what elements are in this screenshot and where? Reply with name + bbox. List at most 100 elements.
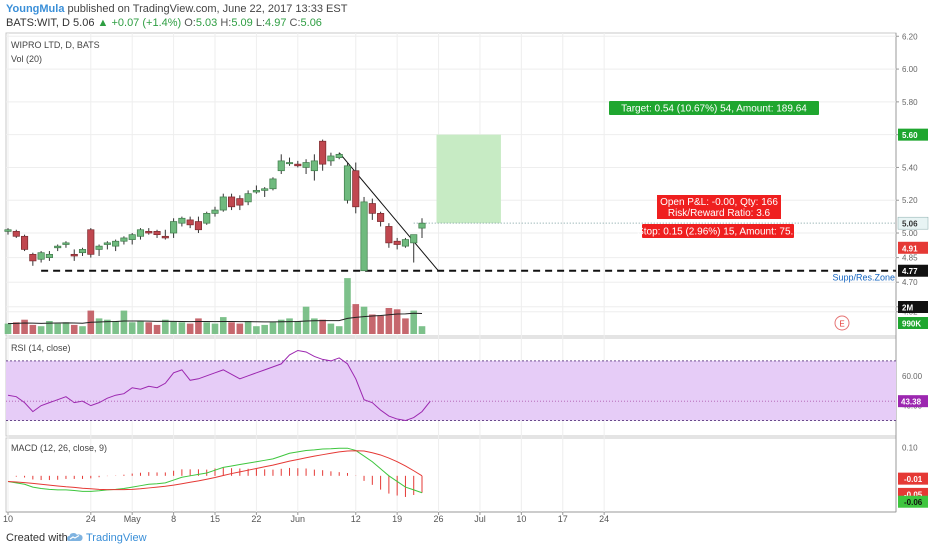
candle-body xyxy=(261,188,269,191)
volume-bar xyxy=(219,317,227,334)
volume-label: Vol (20) xyxy=(11,54,42,64)
footer: Created with TradingView xyxy=(0,526,932,550)
price-tag-text: 4.91 xyxy=(902,244,918,253)
volume-bar xyxy=(335,326,343,334)
volume-bar xyxy=(269,322,277,334)
macd-last-tag-text: -0.05 xyxy=(904,490,923,499)
volume-bar xyxy=(344,278,351,334)
volume-bar xyxy=(4,323,12,334)
candle-body xyxy=(211,209,219,214)
rsi-last-tag-text: 43.38 xyxy=(901,398,922,407)
y-tick-label: 6.20 xyxy=(902,32,918,41)
price-tag-text: 5.06 xyxy=(902,220,918,229)
candle-body xyxy=(194,221,202,231)
x-tick-label: 8 xyxy=(171,514,176,524)
y-tick-label: 6.00 xyxy=(902,65,918,74)
candle-body xyxy=(269,178,277,190)
candle-body xyxy=(54,245,62,249)
x-tick-label: 10 xyxy=(516,514,526,524)
volume-bar xyxy=(286,318,293,334)
target-label: Target: 0.54 (10.67%) 54, Amount: 189.64 xyxy=(609,101,819,115)
rsi-last-tag xyxy=(898,395,928,408)
candle-body xyxy=(377,212,385,222)
pnl-text: Open P&L: -0.00, Qty: 166 xyxy=(660,197,778,208)
volume-bar xyxy=(236,323,244,334)
signal-line xyxy=(7,450,423,491)
y-tick-label: 5.20 xyxy=(902,196,918,205)
volume-bar xyxy=(352,304,360,334)
x-tick-label: 22 xyxy=(251,514,261,524)
candle-body xyxy=(343,165,352,201)
x-tick-label: 24 xyxy=(599,514,609,524)
candle-body xyxy=(120,237,128,242)
y-tick-label: 5.40 xyxy=(902,163,918,172)
volume-bar xyxy=(79,326,86,334)
up-arrow-icon: ▲ xyxy=(97,17,109,29)
candle-body xyxy=(277,160,285,172)
volume-bar xyxy=(162,319,169,334)
volume-bar xyxy=(178,322,186,334)
candle-body xyxy=(70,253,78,257)
volume-bar xyxy=(104,319,111,334)
volume-bar xyxy=(186,323,194,334)
volume-tag-text: 2M xyxy=(902,304,913,313)
rsi-title: RSI (14, close) xyxy=(11,343,71,353)
candle-body xyxy=(401,239,409,247)
volume-bar xyxy=(29,324,37,334)
price-tag xyxy=(898,241,928,254)
candle-body xyxy=(87,229,95,255)
candle-body xyxy=(418,222,426,229)
candle-body xyxy=(410,234,418,244)
candle-body xyxy=(203,212,211,224)
author-link[interactable]: YoungMula xyxy=(6,3,65,15)
candle-body xyxy=(136,229,145,237)
volume-bar xyxy=(418,326,426,334)
x-tick-label: May xyxy=(124,514,142,524)
volume-bar xyxy=(112,321,119,334)
candle-body xyxy=(244,193,252,203)
volume-bar xyxy=(311,318,318,334)
main-chart-title: WIPRO LTD, D, BATS xyxy=(11,40,100,50)
candle-body xyxy=(161,235,169,239)
candle-body xyxy=(4,229,12,232)
x-tick-label: 15 xyxy=(210,514,220,524)
candle-body xyxy=(145,231,153,234)
price-tag xyxy=(898,264,928,277)
candle-body xyxy=(228,196,236,208)
volume-bar xyxy=(21,319,28,334)
macd-title: MACD (12, 26, close, 9) xyxy=(11,443,107,453)
price-tag-text: 4.77 xyxy=(902,267,918,276)
volume-ma-line xyxy=(7,312,423,325)
volume-bar xyxy=(54,323,61,334)
candle-body xyxy=(178,217,186,224)
volume-bar xyxy=(37,326,45,334)
rsi-line xyxy=(7,349,431,422)
volume-bar xyxy=(302,306,310,334)
candle-body xyxy=(393,240,401,245)
candle-body xyxy=(360,201,368,272)
price-change: +0.07 (+1.4%) xyxy=(111,17,182,29)
candle-body xyxy=(252,190,260,193)
tradingview-logo-icon xyxy=(67,533,83,541)
high-label: H: xyxy=(220,17,232,29)
volume-bar xyxy=(369,314,376,334)
stop-label-text: Stop: 0.15 (2.96%) 15, Amount: 75.1 xyxy=(637,227,799,238)
volume-bar xyxy=(228,322,235,334)
candle-body xyxy=(236,198,244,206)
volume-bar xyxy=(145,322,153,334)
x-tick-label: 19 xyxy=(392,514,402,524)
candle-body xyxy=(302,162,310,168)
rsi-y-tick-label: 60.00 xyxy=(902,372,923,381)
volume-bar xyxy=(12,322,20,334)
price-tag xyxy=(898,128,928,141)
volume-bar xyxy=(277,319,285,334)
tradingview-link[interactable]: TradingView xyxy=(86,532,147,544)
pane-frame-macd xyxy=(5,437,897,513)
macd-y-tick-label: 0.10 xyxy=(902,444,918,453)
volume-bar xyxy=(402,318,409,334)
x-tick-label: 12 xyxy=(351,514,361,524)
stop-label-box xyxy=(642,224,794,238)
y-tick-label: 5.80 xyxy=(902,98,918,107)
